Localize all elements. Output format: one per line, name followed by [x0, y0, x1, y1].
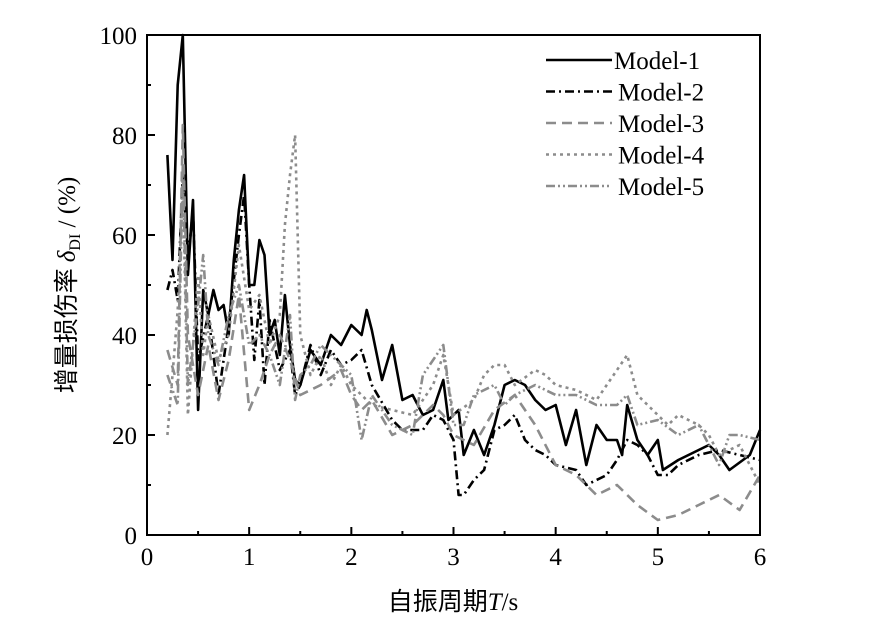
y-tick-label: 20 — [112, 423, 137, 450]
legend-label: Model-3 — [618, 111, 704, 138]
x-tick-label: 1 — [243, 544, 256, 571]
x-axis-label: 自振周期T/s — [388, 588, 519, 616]
series-line-model-5 — [166, 163, 761, 467]
series-layer — [166, 33, 762, 522]
x-tick-label: 2 — [345, 544, 358, 571]
x-tick-label: 6 — [754, 544, 767, 571]
y-tick-label: 60 — [112, 223, 137, 250]
legend-label: Model-4 — [618, 143, 705, 170]
x-tick-label: 3 — [447, 544, 460, 571]
legend-label: Model-1 — [614, 48, 700, 75]
legend-label: Model-2 — [618, 80, 704, 107]
series-line-model-3 — [166, 123, 762, 522]
legend: Model-1 Model-2 Model-3 Model-4 Model-5 — [546, 48, 705, 201]
x-tick-label: 5 — [652, 544, 665, 571]
y-tick-label: 40 — [112, 323, 137, 350]
y-axis-label: 增量损伤率δDI / (%) — [53, 177, 84, 393]
x-tick-label: 0 — [141, 544, 154, 571]
x-tick-label: 4 — [549, 544, 562, 571]
y-tick-label: 0 — [125, 523, 138, 550]
y-tick-label: 80 — [112, 123, 137, 150]
series-line-model-2 — [166, 173, 761, 497]
y-tick-label: 100 — [100, 23, 138, 50]
legend-label: Model-5 — [618, 174, 704, 201]
